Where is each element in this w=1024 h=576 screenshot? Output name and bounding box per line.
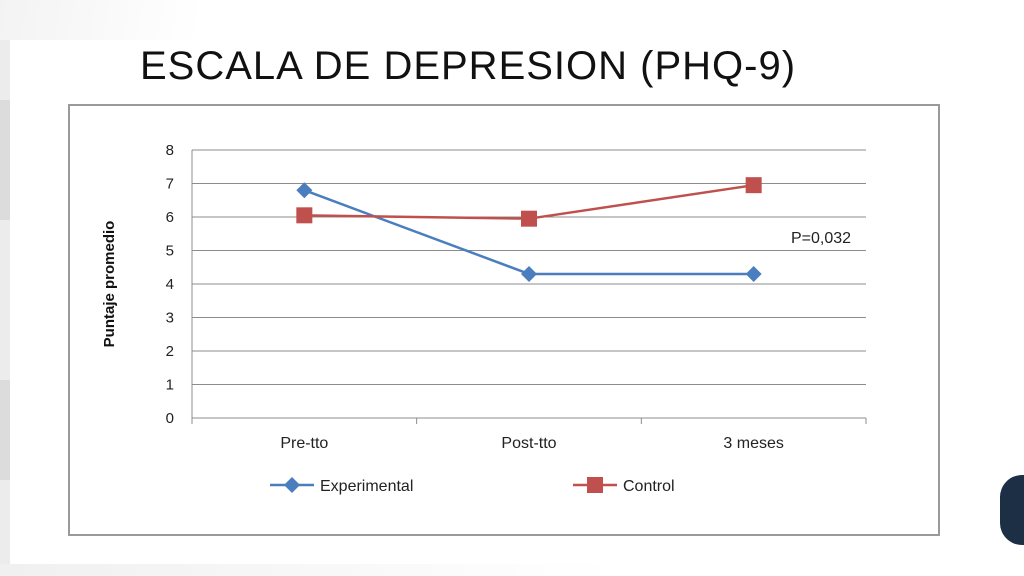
slide-title: ESCALA DE DEPRESION (PHQ-9) (140, 44, 797, 88)
y-tick-label: 7 (166, 176, 174, 193)
y-tick-label: 5 (166, 243, 174, 260)
y-tick-label: 1 (166, 377, 174, 394)
left-edge-decoration (0, 0, 10, 576)
p-value-annotation: P=0,032 (791, 230, 851, 247)
y-tick-label: 2 (166, 343, 174, 360)
y-axis-label: Puntaje promedio (101, 221, 118, 348)
data-point-experimental (521, 265, 537, 282)
left-band-decoration (0, 100, 10, 220)
corner-badge (1000, 475, 1024, 545)
y-tick-label: 8 (166, 142, 174, 159)
top-left-decoration (0, 0, 250, 40)
y-tick-label: 4 (166, 276, 174, 293)
data-point-control (745, 177, 762, 194)
legend-label: Control (623, 478, 675, 495)
y-tick-label: 6 (166, 209, 174, 226)
y-tick-label: 3 (166, 310, 174, 327)
x-tick-label: Pre-tto (280, 435, 328, 452)
legend-marker (284, 477, 300, 493)
x-tick-label: Post-tto (501, 435, 556, 452)
legend-label: Experimental (320, 478, 413, 495)
data-point-control (521, 210, 537, 227)
chart-frame (68, 104, 940, 536)
bottom-decoration (0, 564, 1024, 576)
legend-marker (587, 477, 603, 493)
data-point-control (296, 207, 313, 224)
left-band-decoration (0, 380, 10, 480)
data-point-experimental (296, 182, 313, 199)
data-point-experimental (745, 265, 762, 282)
y-tick-label: 0 (166, 410, 174, 427)
series-line-experimental (303, 189, 754, 276)
x-tick-label: 3 meses (723, 435, 783, 452)
